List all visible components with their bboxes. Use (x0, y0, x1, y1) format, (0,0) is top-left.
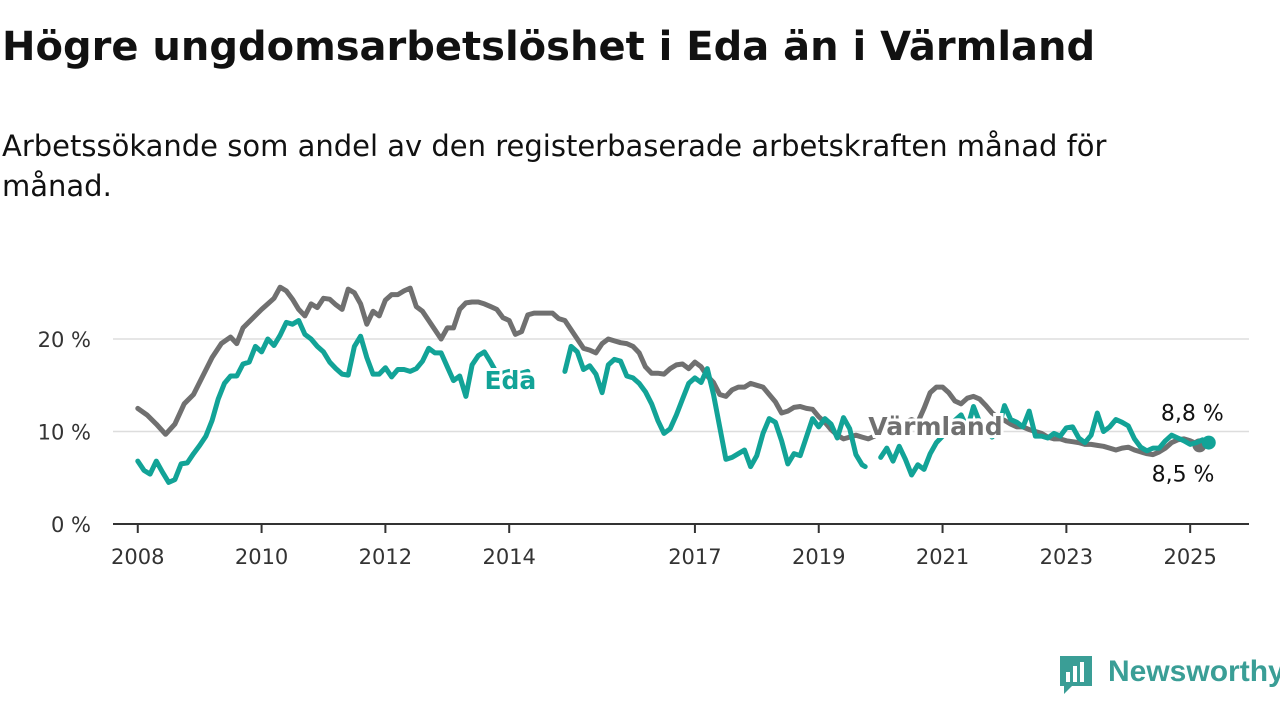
y-tick-label: 20 % (38, 328, 91, 352)
x-tick-label: 2008 (111, 545, 164, 569)
grid-lines (113, 338, 1249, 433)
series-label-varmland: Värmland (868, 412, 1002, 441)
x-tick-label: 2021 (916, 545, 969, 569)
x-tick-label: 2014 (482, 545, 535, 569)
series-layer (135, 284, 1216, 485)
x-tick-label: 2025 (1163, 545, 1216, 569)
end-label-eda: 8,8 % (1161, 402, 1224, 427)
labels-layer: Värmland Eda 8,5 % 8,8 % (481, 363, 1226, 490)
y-axis-ticks: 0 % 10 % 20 % (38, 328, 91, 537)
y-tick-label: 10 % (38, 421, 91, 445)
bar-chart-logo-icon (1060, 656, 1092, 694)
y-tick-label: 0 % (51, 513, 91, 537)
x-tick-label: 2012 (359, 545, 412, 569)
newsworthy-logo: Newsworthy (1058, 654, 1280, 698)
end-label-varmland: 8,5 % (1152, 462, 1215, 487)
x-tick-label: 2017 (668, 545, 721, 569)
series-line-eda (135, 318, 1212, 485)
brand-name: Newsworthy (1108, 655, 1280, 688)
series-label-eda: Eda (484, 366, 536, 395)
x-tick-label: 2019 (792, 545, 845, 569)
chart-title: Högre ungdomsarbetslöshet i Eda än i Vär… (2, 24, 1096, 70)
x-tick-label: 2010 (235, 545, 288, 569)
chart-subtitle: Arbetssökande som andel av den registerb… (2, 129, 1107, 203)
series-end-point-eda (1201, 435, 1216, 450)
x-axis: 2008 2010 2012 2014 2017 2019 2021 2023 2025 (111, 523, 1249, 569)
x-tick-label: 2023 (1040, 545, 1093, 569)
series-line-varmland (135, 284, 1202, 458)
